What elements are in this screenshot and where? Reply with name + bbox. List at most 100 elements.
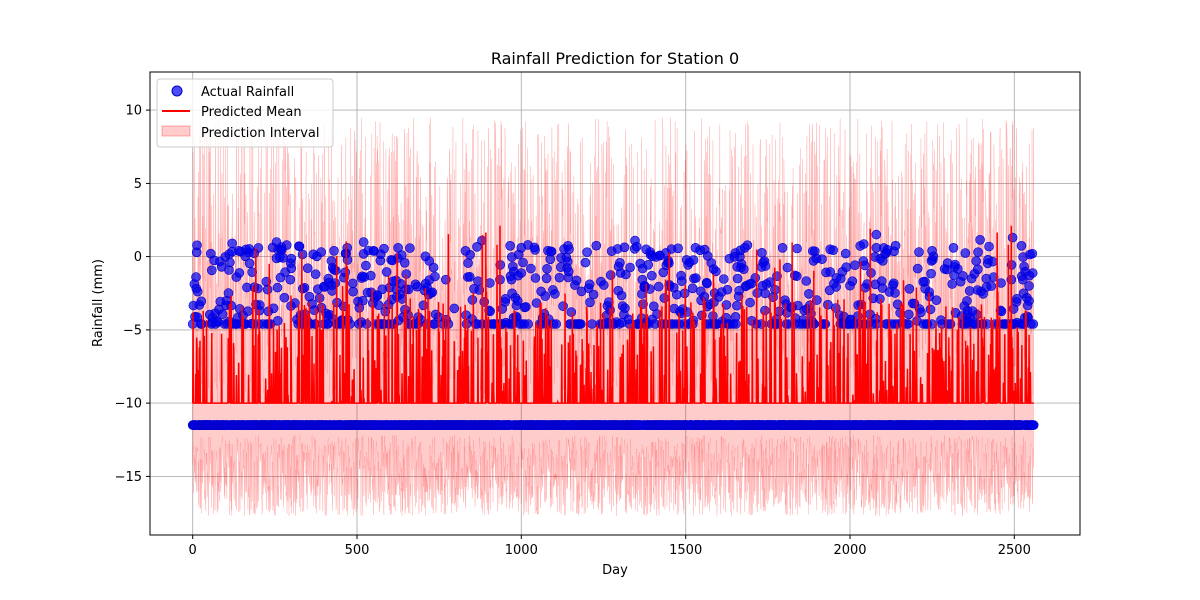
actual-point bbox=[365, 270, 376, 281]
legend-actual-marker bbox=[171, 85, 183, 97]
actual-point bbox=[286, 253, 297, 264]
actual-point bbox=[676, 276, 687, 287]
actual-point bbox=[294, 241, 305, 252]
y-tick-label: 10 bbox=[125, 104, 142, 119]
actual-point bbox=[191, 272, 201, 282]
actual-point bbox=[903, 319, 913, 329]
actual-point bbox=[760, 305, 770, 316]
actual-point bbox=[268, 303, 279, 314]
actual-point bbox=[505, 241, 516, 251]
actual-point bbox=[925, 304, 936, 315]
actual-point bbox=[738, 264, 749, 275]
legend-predicted-label: Predicted Mean bbox=[201, 105, 302, 120]
actual-point bbox=[801, 276, 812, 286]
y-tick-label: 0 bbox=[134, 250, 142, 265]
actual-point bbox=[671, 289, 682, 300]
actual-point bbox=[207, 265, 217, 276]
actual-point bbox=[348, 286, 358, 297]
actual-point bbox=[831, 282, 842, 292]
actual-point bbox=[310, 269, 321, 280]
y-tick-label: −5 bbox=[123, 323, 142, 338]
actual-point bbox=[722, 284, 733, 295]
actual-point bbox=[399, 257, 410, 268]
actual-point bbox=[904, 283, 915, 294]
actual-point bbox=[233, 246, 244, 256]
actual-point bbox=[393, 243, 403, 253]
x-tick-label: 500 bbox=[345, 543, 370, 558]
actual-point bbox=[564, 244, 574, 255]
legend: Actual Rainfall Predicted Mean Predictio… bbox=[156, 78, 334, 148]
actual-point bbox=[286, 263, 297, 274]
actual-point bbox=[615, 257, 625, 268]
actual-point bbox=[566, 307, 577, 317]
actual-point bbox=[281, 240, 292, 250]
x-tick-label: 0 bbox=[189, 543, 197, 558]
legend-box bbox=[156, 78, 334, 148]
actual-point bbox=[467, 295, 478, 305]
actual-point bbox=[782, 262, 793, 273]
actual-point bbox=[361, 319, 372, 329]
actual-point bbox=[479, 297, 490, 307]
actual-point bbox=[554, 272, 565, 283]
actual-point bbox=[361, 260, 371, 271]
actual-point bbox=[688, 255, 699, 265]
actual-point bbox=[194, 300, 205, 310]
actual-point bbox=[646, 270, 657, 281]
y-tick-label: 5 bbox=[134, 177, 142, 192]
actual-point bbox=[653, 281, 664, 292]
actual-point bbox=[912, 263, 923, 274]
x-tick-label: 1500 bbox=[669, 543, 702, 558]
actual-point bbox=[340, 267, 351, 278]
actual-point bbox=[540, 291, 551, 301]
actual-point bbox=[217, 309, 228, 320]
actual-point bbox=[825, 244, 836, 255]
actual-point bbox=[1028, 319, 1039, 329]
actual-point bbox=[619, 242, 630, 253]
actual-point bbox=[777, 243, 788, 253]
actual-point bbox=[580, 257, 591, 268]
actual-point bbox=[1024, 281, 1034, 291]
actual-point bbox=[206, 248, 216, 259]
actual-point bbox=[757, 248, 767, 258]
actual-point bbox=[526, 263, 536, 274]
actual-point bbox=[750, 273, 761, 283]
actual-point bbox=[871, 243, 882, 253]
actual-point bbox=[605, 270, 616, 280]
actual-point bbox=[373, 300, 384, 311]
actual-point bbox=[272, 315, 283, 326]
actual-point bbox=[500, 293, 511, 304]
actual-point bbox=[988, 272, 999, 282]
actual-point bbox=[804, 288, 814, 299]
actual-point bbox=[847, 276, 858, 287]
actual-point bbox=[227, 238, 237, 249]
actual-point bbox=[262, 284, 273, 295]
actual-point bbox=[279, 292, 290, 303]
actual-point bbox=[271, 237, 282, 247]
actual-point bbox=[702, 278, 712, 289]
actual-point bbox=[463, 258, 473, 268]
actual-point bbox=[638, 299, 648, 309]
actual-point bbox=[984, 241, 994, 252]
actual-point bbox=[330, 278, 341, 288]
actual-point bbox=[1024, 296, 1034, 306]
actual-point bbox=[975, 235, 985, 245]
actual-point bbox=[521, 302, 531, 312]
actual-point bbox=[368, 246, 379, 256]
actual-point bbox=[1028, 420, 1039, 430]
chart-title: Rainfall Prediction for Station 0 bbox=[491, 49, 739, 68]
actual-point bbox=[926, 268, 936, 279]
actual-point bbox=[687, 283, 698, 294]
actual-point bbox=[192, 240, 202, 251]
actual-point bbox=[427, 287, 438, 298]
actual-point bbox=[464, 271, 475, 282]
x-tick-label: 2000 bbox=[833, 543, 866, 558]
actual-point bbox=[358, 237, 369, 247]
actual-point bbox=[1016, 241, 1027, 251]
actual-point bbox=[347, 278, 358, 289]
actual-point bbox=[1012, 293, 1022, 304]
actual-point bbox=[523, 319, 534, 329]
actual-point bbox=[330, 265, 341, 276]
actual-point bbox=[558, 301, 568, 312]
actual-point bbox=[272, 282, 283, 293]
y-tick-label: −15 bbox=[115, 470, 142, 485]
